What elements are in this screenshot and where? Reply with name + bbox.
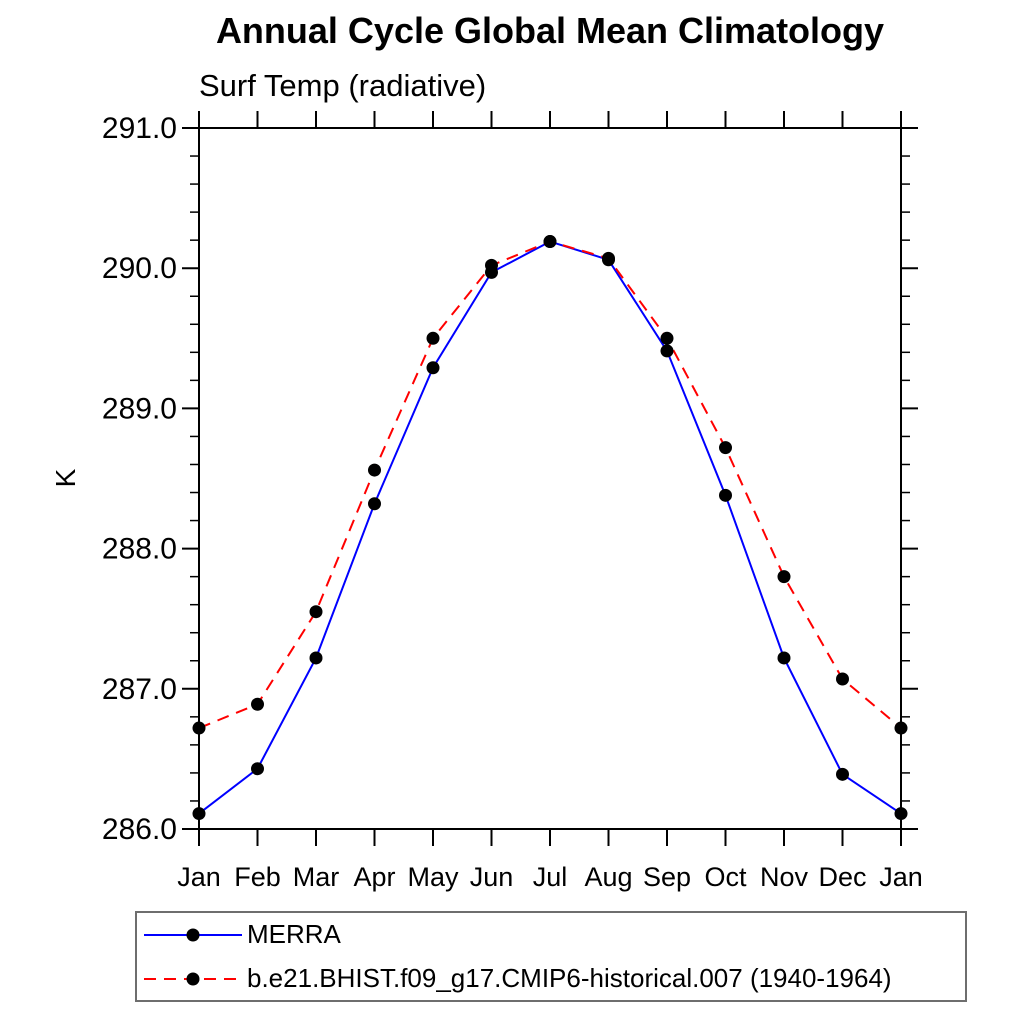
legend-item-cmip6: b.e21.BHIST.f09_g17.CMIP6-historical.007… [137,959,965,999]
x-tick-label: May [407,862,459,892]
data-point-marker-0 [426,361,440,375]
series-line-0 [198,240,902,815]
legend-line-sample-dashed [144,972,242,985]
y-tick-label: 288.0 [102,533,177,566]
x-tick-label: Oct [704,862,747,892]
legend-marker-dot [186,928,200,941]
data-point-marker-0 [836,767,849,781]
data-point-marker-1 [894,721,908,735]
data-point-marker-1 [777,570,791,584]
y-tick-label: 291.0 [102,112,177,145]
legend-label-cmip6: b.e21.BHIST.f09_g17.CMIP6-historical.007… [247,963,892,993]
legend-label-merra: MERRA [247,919,341,949]
data-point-marker-1 [192,721,206,735]
x-tick-label: Nov [760,862,809,892]
data-point-marker-1 [251,697,264,711]
data-point-marker-1 [602,251,615,265]
data-point-marker-0 [192,807,206,821]
data-point-marker-0 [368,497,381,511]
data-point-marker-1 [426,331,440,345]
data-point-marker-0 [251,762,264,776]
x-tick-label: Jun [470,862,514,892]
data-point-marker-1 [485,258,498,272]
data-point-marker-0 [719,488,732,502]
legend-item-merra: MERRA [137,915,965,955]
legend-box: MERRA b.e21.BHIST.f09_g17.CMIP6-historic… [135,911,967,1002]
data-point-marker-1 [543,235,557,249]
y-axis-label: K [50,468,81,487]
x-tick-label: Dec [818,862,866,892]
x-tick-label: Feb [234,862,281,892]
y-tick-label: 290.0 [102,252,177,285]
x-tick-label: Jan [879,862,923,892]
data-point-marker-0 [894,807,908,821]
x-tick-label: Mar [293,862,340,892]
data-point-marker-1 [660,331,674,345]
series-line-1 [198,240,902,729]
legend-line-sample-solid [144,928,242,941]
data-point-marker-1 [368,463,381,477]
data-point-marker-0 [660,344,674,358]
x-tick-label: Apr [353,862,395,892]
x-tick-label: Aug [584,862,632,892]
data-point-marker-1 [836,672,849,686]
page-title: Annual Cycle Global Mean Climatology [215,10,885,51]
legend-marker-dot [186,972,200,985]
plot-frame [198,127,902,830]
x-tick-label: Sep [643,862,691,892]
y-tick-label: 286.0 [102,813,177,846]
y-tick-label: 287.0 [102,673,177,706]
x-tick-label: Jan [177,862,221,892]
x-tick-label: Jul [533,862,568,892]
chart-subtitle: Surf Temp (radiative) [199,68,487,103]
data-point-marker-0 [309,651,323,665]
data-point-marker-0 [777,651,791,665]
data-point-marker-1 [719,441,732,455]
y-tick-label: 289.0 [102,392,177,425]
data-point-marker-1 [309,605,323,619]
